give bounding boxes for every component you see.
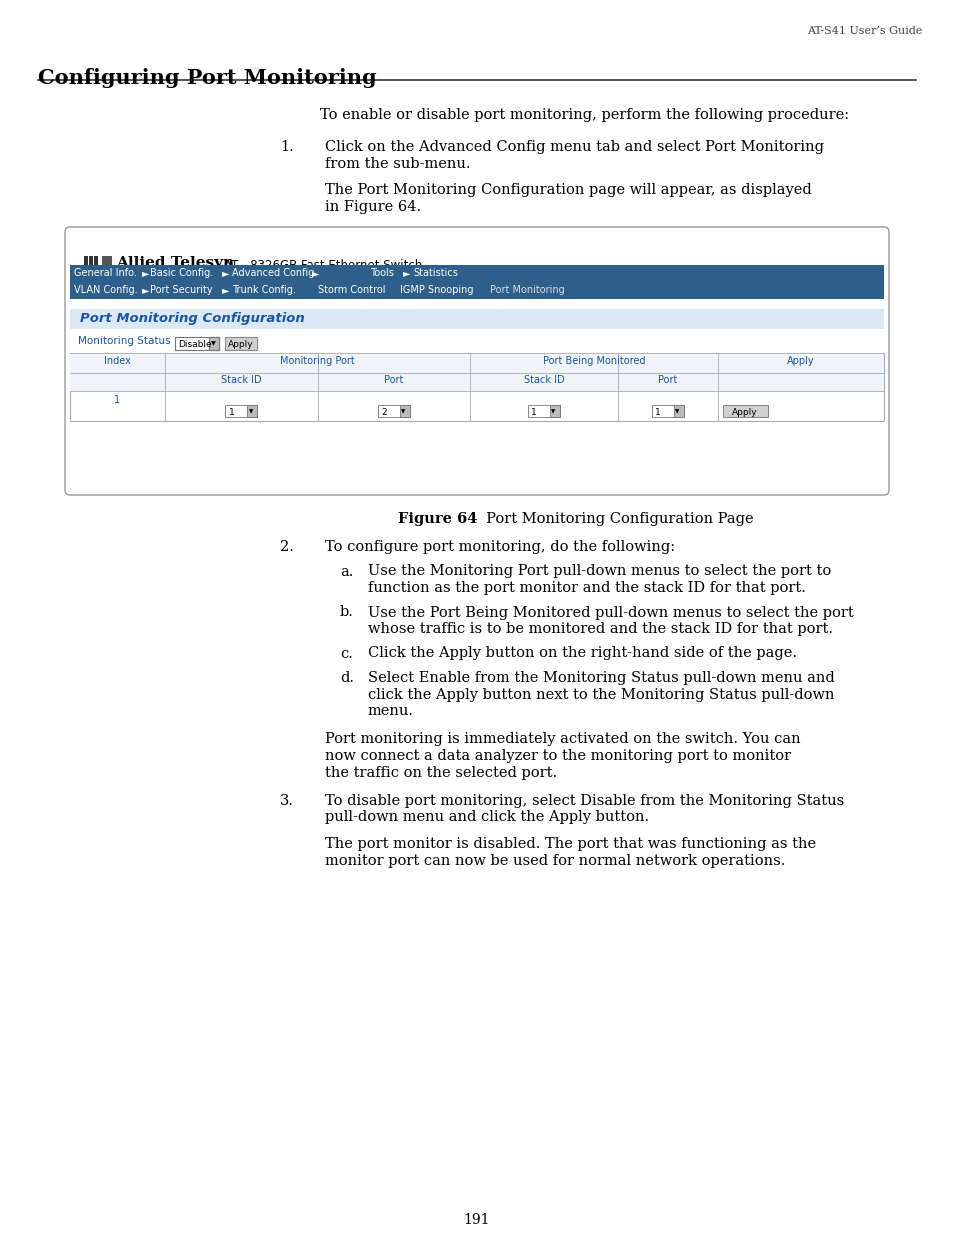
Text: Index: Index: [104, 356, 131, 366]
Text: monitor port can now be used for normal network operations.: monitor port can now be used for normal …: [325, 853, 784, 867]
Text: Use the Port Being Monitored pull-down menus to select the port: Use the Port Being Monitored pull-down m…: [368, 605, 853, 620]
Text: click the Apply button next to the Monitoring Status pull-down: click the Apply button next to the Monit…: [368, 688, 834, 701]
Bar: [527, 405, 559, 417]
Text: function as the port monitor and the stack ID for that port.: function as the port monitor and the sta…: [368, 580, 805, 595]
Text: Use the Monitoring Port pull-down menus to select the port to: Use the Monitoring Port pull-down menus …: [368, 564, 830, 578]
Text: in Figure 64.: in Figure 64.: [325, 200, 420, 214]
Text: The Port Monitoring Configuration page will appear, as displayed: The Port Monitoring Configuration page w…: [325, 183, 811, 198]
Text: from the sub-menu.: from the sub-menu.: [325, 157, 470, 170]
Bar: [722, 405, 767, 417]
Text: Trunk Config.: Trunk Config.: [232, 285, 295, 295]
Text: ▼: ▼: [551, 409, 555, 414]
Text: Monitoring Status :: Monitoring Status :: [78, 336, 177, 346]
Text: ►: ►: [222, 268, 230, 278]
Text: Figure 64: Figure 64: [397, 513, 476, 526]
Text: Port monitoring is immediately activated on the switch. You can: Port monitoring is immediately activated…: [325, 732, 800, 746]
Bar: [94, 256, 98, 268]
Text: Port Monitoring Configuration Page: Port Monitoring Configuration Page: [476, 513, 753, 526]
Text: Click the Apply button on the right-hand side of the page.: Click the Apply button on the right-hand…: [368, 646, 796, 661]
Bar: [70, 373, 883, 391]
Text: Monitoring Port: Monitoring Port: [280, 356, 355, 366]
Text: Apply: Apply: [228, 340, 253, 350]
Text: To configure port monitoring, do the following:: To configure port monitoring, do the fol…: [325, 540, 675, 555]
Text: ►: ►: [142, 268, 150, 278]
Text: the traffic on the selected port.: the traffic on the selected port.: [325, 766, 557, 779]
Text: 1.: 1.: [280, 140, 294, 154]
Text: menu.: menu.: [368, 704, 414, 718]
Text: ▼: ▼: [248, 409, 253, 414]
Text: ▼: ▼: [211, 341, 215, 346]
Text: AT - 8326GB Fast Ethernet Switch: AT - 8326GB Fast Ethernet Switch: [224, 259, 422, 272]
Bar: [70, 309, 883, 329]
Text: Port Monitoring: Port Monitoring: [490, 285, 564, 295]
Bar: [377, 405, 410, 417]
Text: 1: 1: [229, 408, 234, 417]
Text: whose traffic is to be monitored and the stack ID for that port.: whose traffic is to be monitored and the…: [368, 622, 832, 636]
Text: Select Enable from the Monitoring Status pull-down menu and: Select Enable from the Monitoring Status…: [368, 671, 834, 685]
Text: Configuring Port Monitoring: Configuring Port Monitoring: [38, 68, 376, 88]
Text: pull-down menu and click the Apply button.: pull-down menu and click the Apply butto…: [325, 810, 648, 825]
Bar: [399, 405, 410, 417]
Text: VLAN Config.: VLAN Config.: [74, 285, 137, 295]
Text: Port: Port: [658, 375, 677, 385]
Text: The port monitor is disabled. The port that was functioning as the: The port monitor is disabled. The port t…: [325, 837, 815, 851]
Bar: [550, 405, 559, 417]
Text: 1: 1: [114, 395, 120, 405]
Text: 2.: 2.: [280, 540, 294, 555]
Text: General Info.: General Info.: [74, 268, 136, 278]
Text: 2: 2: [380, 408, 386, 417]
Text: Port Security: Port Security: [150, 285, 213, 295]
Text: now connect a data analyzer to the monitoring port to monitor: now connect a data analyzer to the monit…: [325, 748, 790, 763]
Text: Apply: Apply: [731, 408, 757, 417]
Text: d.: d.: [339, 671, 354, 685]
Text: To enable or disable port monitoring, perform the following procedure:: To enable or disable port monitoring, pe…: [319, 107, 848, 122]
Text: ►: ►: [142, 285, 150, 295]
Bar: [89, 256, 92, 268]
Text: 1: 1: [531, 408, 537, 417]
Bar: [70, 353, 883, 421]
Text: Storm Control: Storm Control: [317, 285, 385, 295]
Text: b.: b.: [339, 605, 354, 620]
Text: ►: ►: [312, 268, 319, 278]
Bar: [225, 405, 257, 417]
Text: ►: ►: [402, 268, 410, 278]
Bar: [673, 405, 683, 417]
Bar: [70, 282, 883, 299]
Text: Port Being Monitored: Port Being Monitored: [542, 356, 644, 366]
Text: Allied Telesyn: Allied Telesyn: [116, 256, 233, 270]
Bar: [174, 337, 219, 350]
Text: Apply: Apply: [786, 356, 814, 366]
Text: Click on the Advanced Config menu tab and select Port Monitoring: Click on the Advanced Config menu tab an…: [325, 140, 823, 154]
Text: 191: 191: [463, 1213, 490, 1228]
Text: ►: ►: [222, 285, 230, 295]
Text: Tools: Tools: [370, 268, 394, 278]
Text: c.: c.: [339, 646, 353, 661]
Text: To disable port monitoring, select Disable from the Monitoring Status: To disable port monitoring, select Disab…: [325, 794, 843, 808]
Bar: [70, 266, 883, 282]
Bar: [209, 337, 219, 350]
Text: AT-S41 User’s Guide: AT-S41 User’s Guide: [806, 26, 921, 36]
Bar: [651, 405, 683, 417]
Text: ▼: ▼: [400, 409, 405, 414]
Text: IGMP Snooping: IGMP Snooping: [399, 285, 473, 295]
Text: 1: 1: [655, 408, 660, 417]
Bar: [225, 337, 256, 350]
Bar: [247, 405, 257, 417]
Text: Port: Port: [384, 375, 403, 385]
Text: Port Monitoring Configuration: Port Monitoring Configuration: [80, 312, 304, 325]
Bar: [70, 353, 883, 373]
Text: 3.: 3.: [280, 794, 294, 808]
Text: Statistics: Statistics: [413, 268, 457, 278]
Text: Stack ID: Stack ID: [523, 375, 564, 385]
Text: Stack ID: Stack ID: [221, 375, 261, 385]
FancyBboxPatch shape: [65, 227, 888, 495]
Text: Disable: Disable: [178, 340, 212, 350]
Text: Advanced Config.: Advanced Config.: [232, 268, 317, 278]
Bar: [102, 256, 112, 268]
Text: Basic Config.: Basic Config.: [150, 268, 213, 278]
Bar: [84, 256, 88, 268]
Text: ▼: ▼: [675, 409, 679, 414]
Text: a.: a.: [339, 564, 353, 578]
